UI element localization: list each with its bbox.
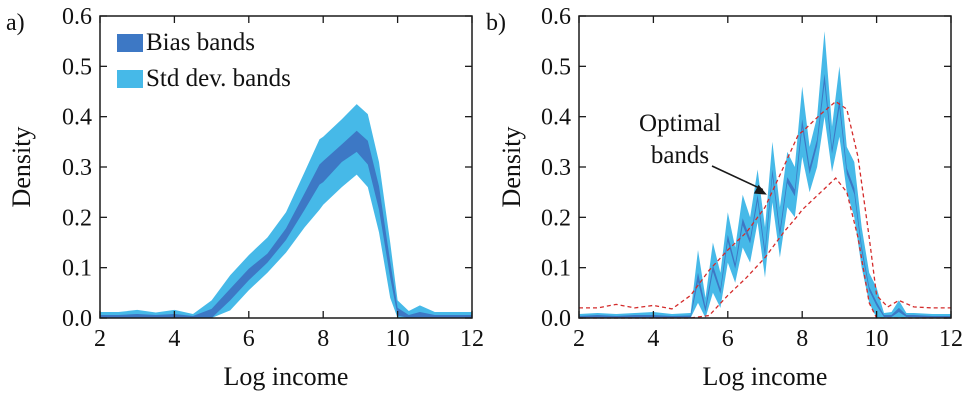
y-tick-label: 0.0: [62, 306, 92, 332]
chart-panel-b: 0.0 0.1 0.2 0.3 0.4 0.5 0.6 2 4 6 8 10 12 Log income D…: [486, 4, 963, 391]
y-tick-label: 0.5: [541, 54, 571, 80]
legend-label: Bias bands: [146, 29, 255, 56]
panel-label: a): [6, 10, 25, 36]
panel-label: b): [486, 10, 506, 36]
x-tick-label: 6: [722, 326, 734, 352]
y-tick-label: 0.2: [541, 205, 571, 231]
legend-swatch: [117, 34, 143, 52]
annotation-arrow-head: [753, 184, 767, 195]
annotation-text: Optimal: [639, 110, 721, 137]
std-dev-band-area: [100, 104, 472, 318]
x-tick-label: 8: [796, 326, 808, 352]
y-tick-label: 0.3: [541, 155, 571, 181]
x-tick-label: 8: [317, 326, 329, 352]
y-tick-label: 0.1: [62, 256, 92, 282]
bias-band-area: [579, 73, 951, 319]
chart-panel-a: 0.0 0.1 0.2 0.3 0.4 0.5 0.6 2 4 6 8 10 12 Log income D…: [6, 4, 484, 391]
y-tick-label: 0.4: [62, 105, 92, 131]
y-tick-label: 0.3: [62, 155, 92, 181]
x-tick-label: 2: [573, 326, 585, 352]
x-tick-label: 10: [865, 326, 889, 352]
y-tick-label: 0.0: [541, 306, 571, 332]
optimal-band-upper-line: [579, 100, 951, 310]
x-tick-label: 4: [647, 326, 659, 352]
x-axis-label: Log income: [703, 362, 828, 391]
plot-frame: [99, 15, 473, 319]
y-tick-label: 0.4: [541, 105, 571, 131]
x-tick-label: 12: [460, 326, 484, 352]
legend-label: Std dev. bands: [146, 65, 291, 92]
x-tick-label: 10: [386, 326, 410, 352]
annotation-arrow-line: [711, 165, 764, 191]
x-axis-label: Log income: [224, 362, 349, 391]
y-tick-label: 0.2: [62, 205, 92, 231]
y-tick-label: 0.6: [541, 4, 571, 30]
y-tick-label: 0.1: [541, 256, 571, 282]
x-tick-label: 4: [168, 326, 180, 352]
y-tick-label: 0.5: [62, 54, 92, 80]
y-axis-label: Density: [497, 127, 526, 208]
annotation-text: bands: [651, 142, 709, 169]
x-tick-label: 2: [94, 326, 106, 352]
annotation: Optimal bands: [639, 110, 767, 195]
x-tick-label: 12: [939, 326, 963, 352]
x-tick-label: 6: [243, 326, 255, 352]
std-dev-band-area: [579, 31, 951, 318]
y-tick-label: 0.6: [62, 4, 92, 30]
legend-swatch: [117, 70, 143, 88]
y-axis-label: Density: [7, 127, 36, 208]
legend: Bias bands Std dev. bands: [117, 29, 291, 92]
